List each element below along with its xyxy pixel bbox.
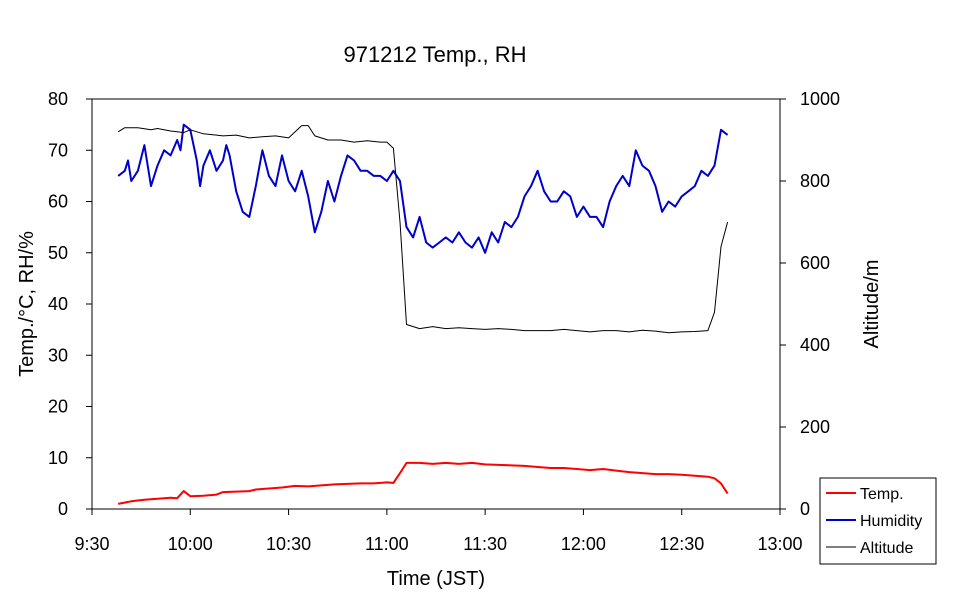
y-tick-label: 20 [48,397,68,417]
x-tick-label: 13:00 [757,534,802,554]
series-line-humidity [117,123,729,254]
x-axis: 9:30 10:00 10:30 11:00 11:30 12:00 12:30 13:00 [74,509,803,554]
x-tick-label: 12:30 [659,534,704,554]
y-tick-label: 70 [48,140,68,160]
series-line-temp [118,461,729,505]
y2-tick-label: 800 [800,171,830,191]
y-tick-label: 60 [48,192,68,212]
y-tick-label: 0 [58,499,68,519]
y2-tick-label: 200 [800,417,830,437]
y-axis-label: Temp./°C, RH/% [16,231,38,377]
x-tick-label: 11:00 [365,534,409,554]
x-axis-label: Time (JST) [387,568,485,590]
plot-area [91,98,781,510]
y2-tick-label: 1000 [800,89,840,109]
y2-tick-label: 400 [800,335,830,355]
y-tick-label: 50 [48,243,68,263]
series-layer [117,123,729,505]
x-tick-label: 11:30 [463,534,507,554]
left-axis: 0 10 20 30 40 50 60 70 80 [48,89,92,519]
y2-tick-label: 0 [800,499,810,519]
y-tick-label: 10 [48,448,68,468]
legend-label-altitude: Altitude [860,540,913,557]
chart-title: 971212 Temp., RH [343,42,526,67]
y-tick-label: 30 [48,345,68,365]
legend-label-humidity: Humidity [860,513,922,530]
legend: Temp. Humidity Altitude [819,477,937,565]
x-tick-label: 10:30 [266,534,311,554]
legend-label-temp: Temp. [860,486,904,503]
y2-axis-label: Altitude/m [861,260,883,349]
y-tick-label: 40 [48,294,68,314]
x-tick-label: 10:00 [168,534,213,554]
y-tick-label: 80 [48,89,68,109]
series-line-altitude [117,125,729,334]
y2-tick-label: 600 [800,253,830,273]
x-tick-label: 12:00 [561,534,606,554]
right-axis: 0 200 400 600 800 1000 [780,89,840,519]
x-tick-label: 9:30 [74,534,109,554]
